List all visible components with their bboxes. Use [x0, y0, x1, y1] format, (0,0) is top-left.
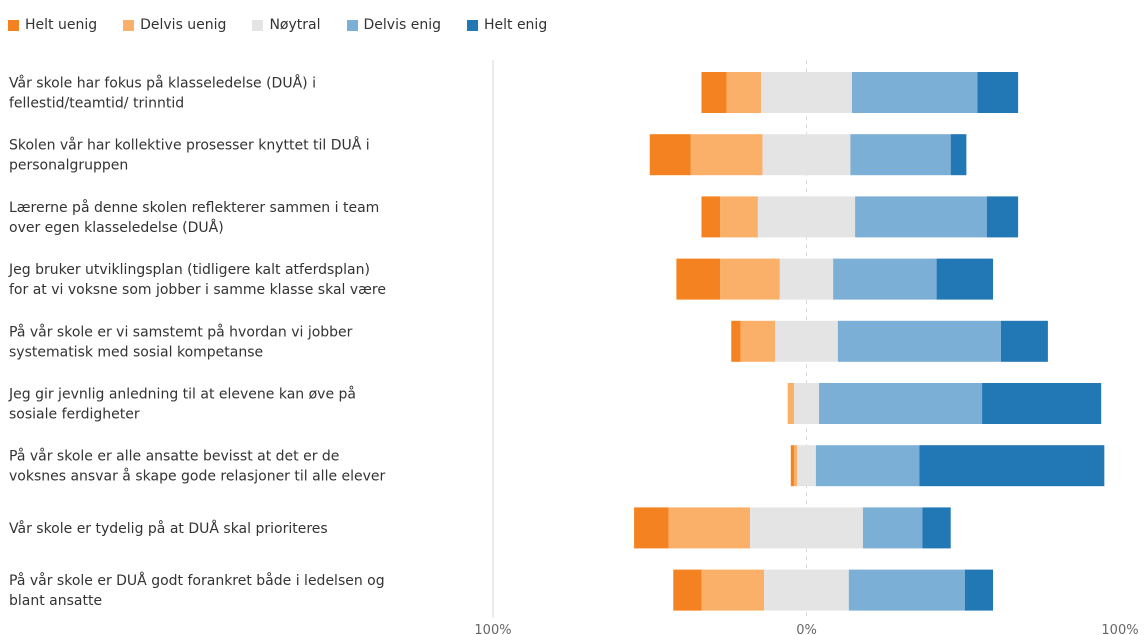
chart-legend: Helt uenig Delvis uenig Nøytral Delvis enig…: [8, 15, 573, 35]
bar-segment-noytral: [757, 196, 856, 238]
bar-segment-helt-enig: [1000, 320, 1048, 362]
bar-segment-helt-enig: [977, 72, 1019, 113]
bar-segment-delvis-enig: [833, 258, 937, 300]
legend-label: Delvis uenig: [140, 17, 227, 33]
x-tick-label: 0%: [796, 623, 817, 635]
category-label: På vår skole er vi samstemt på hvordan v…: [9, 323, 353, 360]
category-label: På vår skole er DUÅ godt forankret både …: [9, 572, 385, 609]
bar-segment-helt-uenig: [701, 72, 727, 113]
category-label: Jeg gir jevnlig anledning til at elevene…: [8, 386, 356, 423]
legend-label: Helt enig: [483, 17, 548, 33]
legend-label: Helt uenig: [25, 17, 98, 33]
bar-segment-helt-enig: [982, 383, 1102, 424]
bar-segment-helt-enig: [950, 134, 967, 176]
bar-segment-delvis-enig: [837, 320, 1001, 362]
category-label: Vår skole er tydelig på at DUÅ skal prio…: [9, 520, 328, 537]
bar-segment-delvis-enig: [850, 134, 951, 176]
bar-segment-helt-enig: [964, 569, 994, 611]
legend-item-0: Helt uenig: [8, 15, 97, 35]
legend-swatch: [8, 19, 19, 31]
legend-swatch: [346, 19, 358, 31]
bar-segment-delvis-uenig: [701, 569, 765, 611]
category-label: Lærerne på denne skolen reflekterer samm…: [9, 199, 379, 236]
bar-segment-helt-enig: [919, 445, 1105, 487]
legend-label: Delvis enig: [363, 17, 441, 33]
bar-segment-noytral: [775, 320, 838, 362]
bar-segment-noytral: [779, 258, 834, 300]
legend-item-1: Delvis uenig: [123, 15, 226, 35]
bar-segment-delvis-enig: [848, 569, 965, 611]
legend-label: Nøytral: [269, 17, 321, 33]
bar-segment-noytral: [750, 507, 863, 549]
bar-segment-noytral: [793, 383, 820, 424]
bar-segment-delvis-uenig: [720, 258, 780, 300]
legend-item-2: Nøytral: [252, 15, 321, 35]
bar-segment-helt-enig: [936, 258, 994, 300]
bar-segment-noytral: [764, 569, 849, 611]
bar-segment-noytral: [797, 445, 816, 487]
bar-segment-helt-uenig: [649, 134, 691, 176]
x-tick-label: 100%: [1101, 623, 1138, 635]
bar-segment-noytral: [761, 72, 852, 113]
legend-item-4: Helt enig: [466, 15, 548, 35]
category-label: På vår skole er alle ansatte bevisst at …: [9, 448, 386, 485]
bar-segment-helt-uenig: [634, 507, 669, 549]
bar-segment-delvis-uenig: [787, 383, 794, 424]
bar-segment-helt-uenig: [701, 196, 721, 238]
bar-segment-delvis-uenig: [690, 134, 763, 176]
x-tick-label: 100%: [474, 623, 511, 635]
bar-segment-delvis-enig: [815, 445, 920, 487]
legend-swatch: [252, 19, 264, 31]
bar-segment-helt-uenig: [790, 445, 794, 487]
bar-segment-delvis-uenig: [668, 507, 751, 549]
bar-segment-delvis-enig: [819, 383, 983, 424]
legend-swatch: [123, 19, 135, 31]
bar-segment-delvis-uenig: [726, 72, 762, 113]
bar-segment-helt-uenig: [731, 320, 741, 362]
bar-segment-delvis-enig: [851, 72, 978, 113]
bar-segment-helt-enig: [986, 196, 1019, 238]
category-label: Skolen vår har kollektive prosesser knyt…: [9, 137, 370, 174]
bar-segment-delvis-enig: [862, 507, 923, 549]
category-label: Jeg bruker utviklingsplan (tidligere kal…: [8, 262, 386, 298]
bar-segment-delvis-uenig: [720, 196, 758, 238]
bar-segment-noytral: [762, 134, 851, 176]
bar-segment-helt-enig: [922, 507, 951, 549]
bar-segment-delvis-uenig: [740, 320, 776, 362]
bar-segment-helt-uenig: [676, 258, 721, 300]
bar-segment-delvis-enig: [855, 196, 987, 238]
legend-item-3: Delvis enig: [346, 15, 441, 35]
legend-swatch: [466, 19, 478, 31]
bar-segment-delvis-uenig: [793, 445, 798, 487]
category-label: Vår skole har fokus på klasseledelse (DU…: [9, 75, 316, 112]
bar-segment-helt-uenig: [673, 569, 702, 611]
